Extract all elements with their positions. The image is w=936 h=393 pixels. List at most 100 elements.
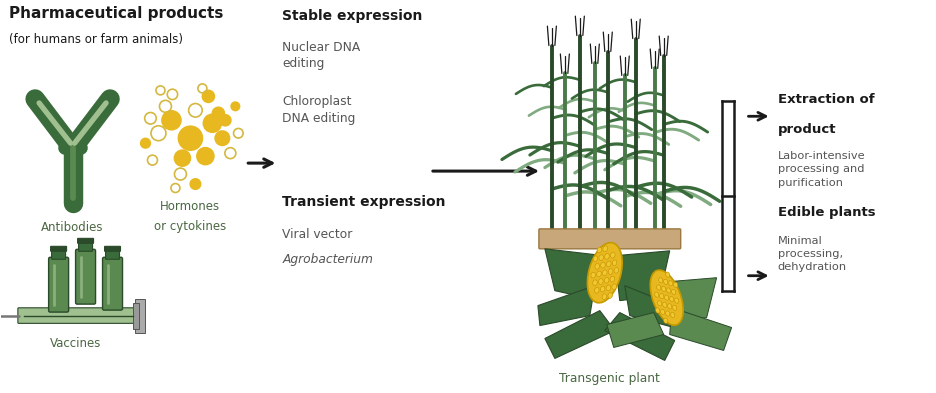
Polygon shape [545,310,614,358]
Ellipse shape [668,281,672,286]
FancyBboxPatch shape [51,246,66,251]
Circle shape [190,179,200,189]
FancyBboxPatch shape [106,250,120,259]
Polygon shape [545,249,604,301]
Ellipse shape [593,287,598,293]
Ellipse shape [664,295,668,300]
Ellipse shape [596,271,601,277]
Text: Chloroplast
DNA editing: Chloroplast DNA editing [282,95,356,125]
Ellipse shape [662,302,666,307]
Ellipse shape [607,293,612,298]
Ellipse shape [592,280,596,286]
Ellipse shape [674,298,678,303]
Text: product: product [777,123,835,136]
Polygon shape [656,278,716,323]
Text: Pharmaceutical products: Pharmaceutical products [8,6,223,21]
Ellipse shape [650,270,682,325]
Text: Transgenic plant: Transgenic plant [559,373,660,386]
Ellipse shape [659,294,663,299]
Ellipse shape [602,246,607,252]
Ellipse shape [591,272,595,278]
Text: Viral vector: Viral vector [282,228,352,241]
Ellipse shape [657,301,661,306]
Text: or cytokines: or cytokines [154,220,227,233]
Ellipse shape [598,255,603,261]
Ellipse shape [673,282,677,287]
Ellipse shape [663,279,667,285]
Ellipse shape [604,253,608,259]
FancyBboxPatch shape [18,308,139,323]
FancyBboxPatch shape [79,242,93,251]
FancyBboxPatch shape [76,249,95,304]
Text: Vaccines: Vaccines [50,338,101,351]
Ellipse shape [665,288,670,293]
Text: Antibodies: Antibodies [41,221,104,234]
Polygon shape [607,312,663,347]
Ellipse shape [671,289,675,295]
Ellipse shape [670,312,674,318]
Text: Extraction of: Extraction of [777,94,873,107]
Text: Nuclear DNA
editing: Nuclear DNA editing [282,40,360,70]
Ellipse shape [669,296,673,302]
Ellipse shape [592,256,597,262]
Text: Minimal
processing,
dehydration: Minimal processing, dehydration [777,236,846,272]
Ellipse shape [607,269,612,274]
Ellipse shape [604,277,608,283]
Ellipse shape [606,261,610,267]
Ellipse shape [594,263,599,269]
Ellipse shape [655,308,659,313]
Bar [136,299,145,332]
Circle shape [162,111,181,130]
Circle shape [178,126,202,150]
Ellipse shape [661,286,665,292]
Ellipse shape [600,262,605,268]
Ellipse shape [600,286,605,292]
Ellipse shape [596,247,601,253]
Ellipse shape [609,276,614,282]
Text: (for humans or farm animals): (for humans or farm animals) [8,33,183,46]
Ellipse shape [660,309,665,315]
Ellipse shape [602,294,606,299]
Ellipse shape [672,305,676,310]
FancyBboxPatch shape [105,246,121,251]
FancyBboxPatch shape [538,229,680,249]
Ellipse shape [663,318,667,323]
Ellipse shape [606,285,610,291]
FancyBboxPatch shape [51,250,66,259]
Ellipse shape [611,260,616,266]
Ellipse shape [610,252,614,258]
Ellipse shape [587,242,622,303]
FancyBboxPatch shape [102,257,123,310]
Text: Transient expression: Transient expression [282,195,446,209]
Text: Agrobacterium: Agrobacterium [282,253,373,266]
Circle shape [202,90,214,102]
Polygon shape [624,286,681,329]
Circle shape [140,138,150,148]
Ellipse shape [665,272,669,277]
Ellipse shape [665,311,669,316]
Circle shape [203,114,221,132]
Ellipse shape [666,304,671,309]
FancyBboxPatch shape [49,257,68,312]
Text: Edible plants: Edible plants [777,206,874,219]
Circle shape [220,115,230,126]
Polygon shape [537,286,594,325]
Polygon shape [614,251,669,301]
Circle shape [231,102,240,110]
Ellipse shape [613,268,618,273]
Circle shape [197,148,213,165]
Ellipse shape [602,270,607,275]
Text: Stable expression: Stable expression [282,9,422,23]
Text: Hormones: Hormones [160,200,220,213]
Polygon shape [669,308,731,351]
Polygon shape [604,312,674,360]
Circle shape [215,131,229,145]
Ellipse shape [611,284,616,290]
Text: Labor-intensive
processing and
purification: Labor-intensive processing and purificat… [777,151,864,187]
Ellipse shape [654,292,658,297]
Ellipse shape [658,278,662,283]
Circle shape [174,150,190,166]
FancyBboxPatch shape [78,238,94,243]
Bar [133,303,139,329]
Circle shape [212,107,224,119]
